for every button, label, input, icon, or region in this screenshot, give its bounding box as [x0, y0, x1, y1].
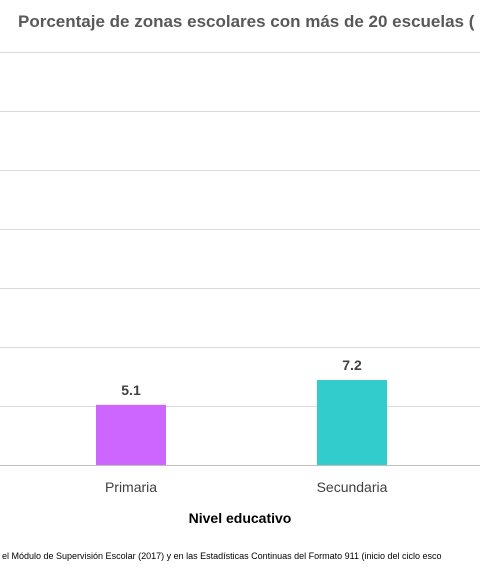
category-label: Secundaria [317, 479, 388, 495]
category-label: Primaria [105, 479, 157, 495]
source-note: el Módulo de Supervisión Escolar (2017) … [2, 551, 442, 561]
x-axis-label: Nivel educativo [188, 510, 292, 526]
bar-secundaria [317, 380, 387, 465]
data-label: 7.2 [342, 357, 362, 373]
data-label: 5.1 [121, 382, 141, 398]
bar-primaria [96, 404, 166, 465]
chart-title: Porcentaje de zonas escolares con más de… [18, 12, 475, 31]
